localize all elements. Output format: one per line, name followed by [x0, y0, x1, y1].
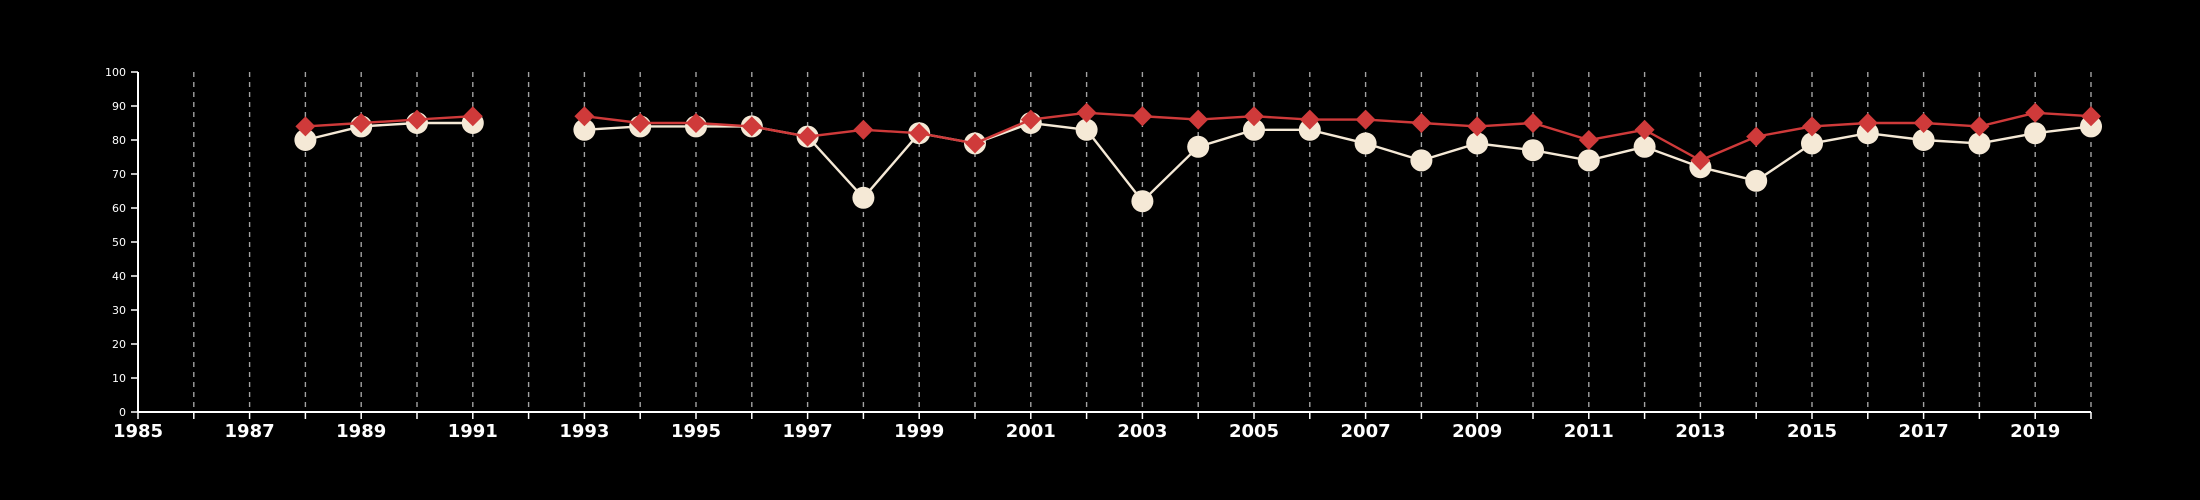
series-0-point-2018 — [1968, 132, 1991, 155]
series-1-point-2018 — [1969, 116, 1990, 137]
series-0-line-segment-0 — [305, 121, 473, 142]
series-1-point-2012 — [1634, 119, 1655, 140]
series-1-point-2002 — [1076, 102, 1097, 123]
x-tick-label-2007: 2007 — [1341, 421, 1391, 442]
x-tick-label-2019: 2019 — [2010, 421, 2060, 442]
x-tick-label-1999: 1999 — [894, 421, 944, 442]
series-0-point-2010 — [1522, 139, 1544, 162]
series-1-point-2005 — [1244, 106, 1264, 127]
y-tick-label-100: 100 — [105, 66, 126, 79]
x-tick-label-2013: 2013 — [1675, 421, 1725, 442]
series-0-point-2002 — [1075, 118, 1098, 141]
series-1-point-2003 — [1132, 106, 1153, 127]
x-tick-label-2005: 2005 — [1229, 421, 1279, 442]
series-0-point-2005 — [1243, 118, 1265, 141]
series-0-point-2007 — [1354, 132, 1377, 155]
series-1-point-1995 — [686, 113, 706, 133]
x-tick-label-1989: 1989 — [336, 421, 386, 442]
series-1-point-1989 — [351, 113, 372, 133]
x-tick-label-2001: 2001 — [1006, 421, 1056, 442]
x-tick-label-2009: 2009 — [1452, 421, 1502, 442]
series-0-point-2019 — [2024, 122, 2047, 145]
series-1-point-1998 — [853, 119, 874, 140]
series-1-point-2001 — [1020, 109, 1041, 130]
series-0-point-1988 — [294, 129, 317, 151]
x-tick-label-1985: 1985 — [113, 421, 163, 442]
y-tick-label-80: 80 — [112, 134, 126, 147]
series-1-point-2015 — [1802, 116, 1822, 137]
series-0-point-2014 — [1745, 169, 1768, 192]
x-tick-label-1997: 1997 — [783, 421, 833, 442]
y-tick-label-90: 90 — [112, 100, 126, 113]
series-1-point-2019 — [2025, 102, 2046, 123]
x-tick-label-2011: 2011 — [1564, 421, 1614, 442]
y-tick-label-50: 50 — [112, 236, 126, 249]
series-0-point-2016 — [1856, 122, 1879, 145]
y-tick-label-60: 60 — [112, 202, 126, 215]
series-1-point-2007 — [1355, 109, 1376, 130]
series-1-point-2004 — [1188, 109, 1209, 130]
series-0-point-1993 — [573, 118, 596, 141]
series-0-point-1998 — [852, 186, 875, 209]
series-1-point-1991 — [462, 106, 483, 127]
series-0-point-2011 — [1577, 149, 1600, 172]
series-0-line-segment-1 — [584, 121, 2092, 203]
series-1-point-1999 — [909, 123, 930, 144]
y-tick-label-0: 0 — [119, 406, 126, 419]
series-1-point-2016 — [1857, 113, 1878, 133]
x-tick-label-1995: 1995 — [671, 421, 721, 442]
series-1-point-2009 — [1467, 116, 1488, 137]
series-0-point-2012 — [1633, 135, 1656, 158]
series-0-point-2003 — [1131, 190, 1154, 213]
series-0-point-2004 — [1187, 135, 1210, 158]
vertical-grid — [193, 72, 2092, 412]
series-1-point-2000 — [965, 133, 985, 154]
series-0-point-2020 — [2080, 115, 2102, 138]
series-0-point-2006 — [1298, 118, 1321, 141]
series-0-point-2017 — [1912, 129, 1935, 151]
y-tick-label-30: 30 — [112, 304, 126, 317]
x-tick-label-1993: 1993 — [559, 421, 609, 442]
series-1-point-2008 — [1411, 113, 1432, 133]
y-tick-label-10: 10 — [112, 372, 126, 385]
series-group — [294, 102, 2102, 213]
series-1-point-2020 — [2081, 106, 2101, 127]
y-tick-label-40: 40 — [112, 270, 126, 283]
series-1-line-segment-0 — [305, 115, 473, 128]
series-1-point-2006 — [1299, 109, 1320, 130]
series-1-point-2011 — [1578, 130, 1599, 150]
series-1-line-segment-1 — [584, 111, 2092, 162]
series-1-point-1994 — [630, 113, 651, 133]
series-1-point-2014 — [1746, 126, 1767, 147]
series-1-point-2013 — [1690, 150, 1711, 171]
series-0-point-2008 — [1410, 149, 1433, 172]
x-tick-label-1987: 1987 — [225, 421, 275, 442]
y-tick-label-70: 70 — [112, 168, 126, 181]
series-1 — [295, 102, 2101, 171]
axes: 0 10 20 30 40 50 60 70 80 90 100 1985 1987 1989 1991 19… — [105, 66, 2092, 442]
series-1-point-1996 — [741, 116, 762, 137]
series-0-point-2015 — [1801, 132, 1823, 155]
x-tick-label-2015: 2015 — [1787, 421, 1837, 442]
y-tick-label-20: 20 — [112, 338, 126, 351]
series-0-point-2009 — [1466, 132, 1489, 155]
series-1-point-1988 — [295, 116, 316, 137]
x-tick-label-1991: 1991 — [448, 421, 498, 442]
series-1-point-1993 — [574, 106, 595, 127]
series-1-point-1997 — [797, 126, 818, 147]
series-1-point-2010 — [1523, 113, 1543, 133]
series-1-point-2017 — [1913, 113, 1934, 133]
x-tick-label-2003: 2003 — [1117, 421, 1167, 442]
series-1-point-1990 — [407, 109, 427, 130]
x-tick-label-2017: 2017 — [1899, 421, 1949, 442]
